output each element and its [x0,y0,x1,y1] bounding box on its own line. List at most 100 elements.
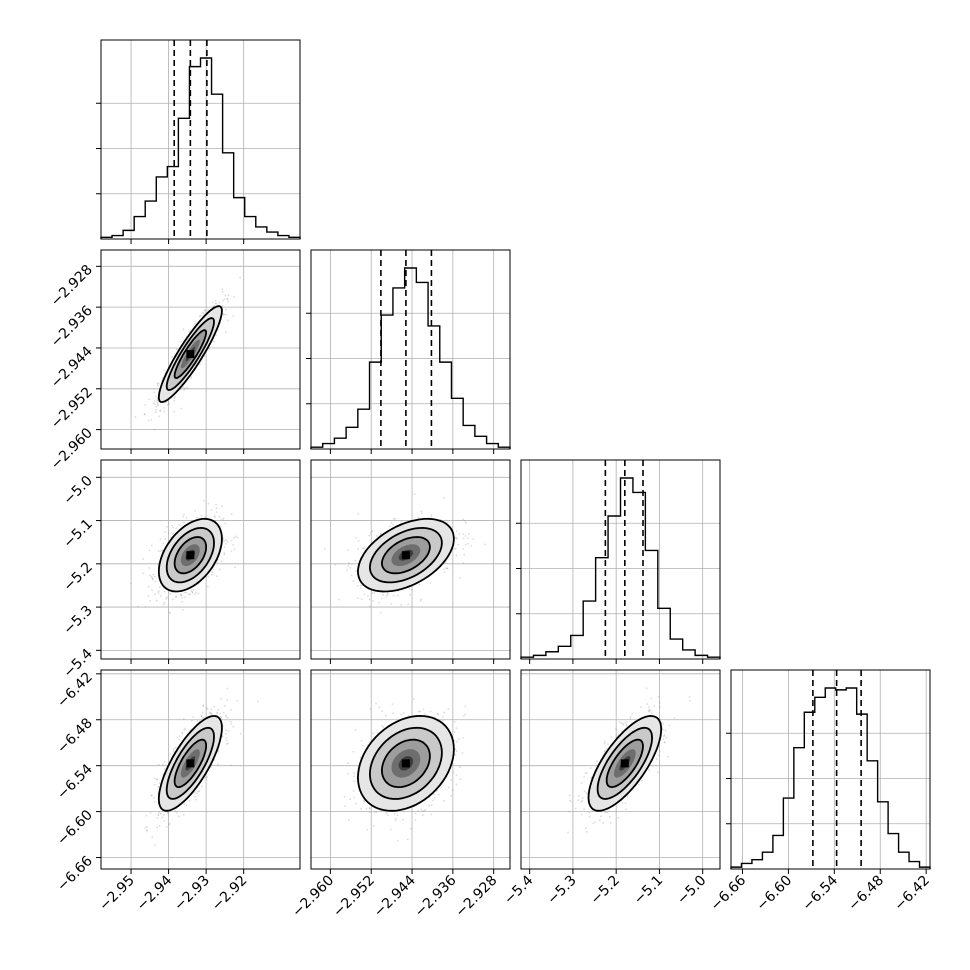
scatter-point [167,531,170,534]
scatter-point [357,512,360,515]
scatter-point [446,567,448,570]
panel-3-2: −5.4 −5.3 −5.2 −5.1 −5.0 [501,669,721,908]
scatter-point [227,730,230,732]
scatter-point [219,568,221,571]
scatter-point [206,708,209,710]
scatter-point [595,760,598,763]
scatter-point [159,409,162,412]
scatter-point [190,589,193,592]
scatter-point [156,778,158,781]
scatter-point [362,744,365,747]
scatter-point [435,790,438,793]
scatter-point [156,403,159,405]
scatter-point [147,595,150,597]
scatter-point [166,596,169,599]
scatter-point [357,547,360,550]
scatter-point [455,750,458,753]
y-tick-label-1-1: −2.952 [48,384,96,432]
panel-frame [100,249,301,450]
scatter-point [334,563,337,566]
scatter-point [209,712,211,715]
scatter-point [637,783,640,786]
scatter-point [417,516,420,519]
scatter-point [443,711,446,714]
scatter-point [648,708,651,711]
scatter-point [155,406,158,408]
scatter-point [462,714,465,717]
scatter-point [363,593,366,596]
scatter-point [172,532,175,535]
scatter-point [346,549,349,551]
scatter-point [157,550,160,553]
scatter-point [432,799,434,802]
scatter-point [382,726,385,729]
scatter-point [362,547,365,550]
scatter-point [392,523,394,526]
scatter-point [423,809,426,812]
scatter-point [403,712,405,715]
scatter-point [609,821,612,824]
scatter-point [234,566,236,569]
y-tick-label-1-2: −2.944 [48,343,96,391]
x-tick-label-0-0: −2.95 [96,873,138,915]
scatter-point [200,785,203,788]
contour-1 [165,726,215,800]
scatter-point [182,813,185,816]
scatter-point [167,401,170,404]
scatter-point [224,732,227,735]
scatter-point [206,776,209,779]
scatter-point [455,536,458,539]
scatter-point [156,399,159,402]
scatter-point [379,532,382,535]
scatter-point [225,742,228,745]
scatter-point [150,794,153,797]
scatter-point [583,808,585,810]
scatter-point [375,811,378,813]
scatter-point [455,774,458,777]
scatter-point [220,715,222,718]
scatter-point [159,812,162,815]
scatter-point [178,738,181,741]
scatter-point [221,305,224,308]
scatter-point [230,539,233,542]
scatter-point [624,802,627,804]
scatter-point [148,549,151,552]
scatter-point [343,805,346,808]
scatter-point [430,513,433,516]
scatter-point [207,309,209,311]
scatter-point [371,592,374,594]
scatter-point [161,816,163,819]
scatter-point [429,581,432,584]
scatter-point [183,513,185,516]
y-tick-label-3-1: −6.60 [54,807,96,849]
scatter-point [406,838,409,841]
scatter-point [166,825,168,828]
scatter-point [459,577,462,579]
panel-1-0: −2.960−2.952−2.944−2.936−2.928 [48,249,301,473]
scatter-point [223,552,226,554]
scatter-point [455,727,458,730]
scatter-point [420,510,423,513]
scatter-point [338,598,340,601]
scatter-point [220,716,223,719]
scatter-point [226,540,229,543]
scatter-layer [567,687,691,834]
scatter-point [210,766,212,769]
scatter-point [443,497,445,499]
panel-2-2 [516,459,721,664]
x-tick-label-0-2: −2.93 [171,873,213,915]
scatter-point [162,772,165,775]
scatter-point [216,763,219,766]
scatter-point [428,804,430,807]
scatter-point [230,708,232,711]
scatter-point [156,384,159,387]
y-tick-label-3-2: −6.54 [54,761,96,803]
scatter-point [222,519,225,522]
scatter-point [213,305,216,307]
scatter-point [453,720,456,723]
scatter-point [202,311,205,314]
scatter-point [484,543,487,546]
scatter-point [163,590,166,593]
scatter-point [419,599,422,602]
